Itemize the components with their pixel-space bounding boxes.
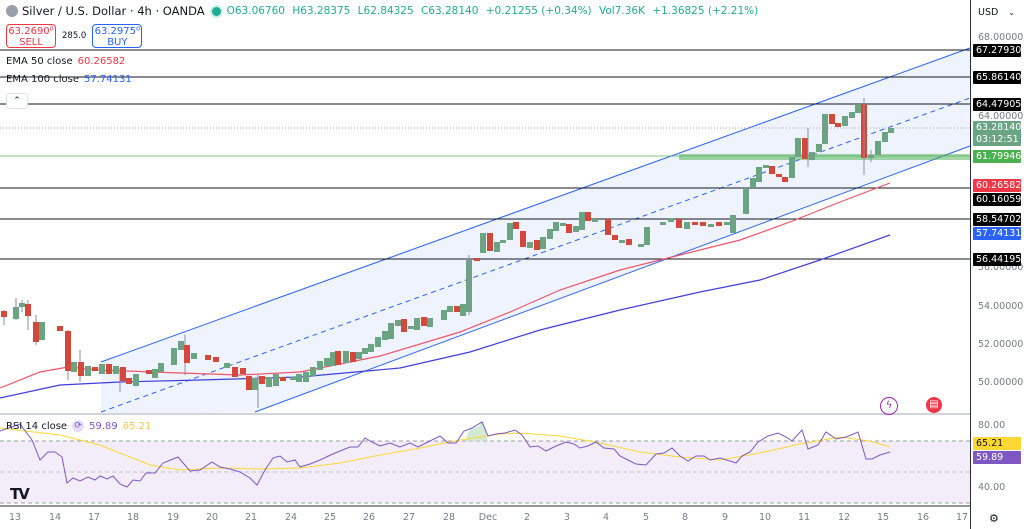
level-label: 58.54702 [973, 213, 1021, 226]
open-value: O63.06760 [226, 5, 285, 17]
collapse-legend-button[interactable]: ⌃ [6, 93, 28, 109]
chart-settings-gear-icon[interactable]: ⚙ [989, 512, 999, 525]
ema100-value: 57.74131 [84, 74, 132, 85]
time-label: 25 [323, 512, 337, 523]
buy-button[interactable]: 63.2975⁰ BUY [92, 24, 143, 48]
volume-value: Vol7.36K [599, 5, 645, 17]
last-price-label: 63.28140 [973, 121, 1021, 134]
ema50-value: 60.26582 [77, 56, 126, 67]
time-label: 2 [523, 512, 531, 523]
time-label: 28 [442, 512, 456, 523]
time-label: 24 [284, 512, 298, 523]
time-label: 12 [837, 512, 851, 523]
trade-panel: 63.2690⁰ SELL 285.0 63.2975⁰ BUY [6, 24, 143, 48]
close-value: C63.28140 [420, 5, 479, 17]
rsi-label: RSI 14 close [6, 420, 68, 432]
time-label: 11 [797, 512, 811, 523]
time-label: 26 [362, 512, 376, 523]
time-label: 18 [126, 512, 140, 523]
time-label: 15 [876, 512, 890, 523]
time-label: Dec [478, 512, 498, 523]
market-open-status-icon [211, 6, 221, 16]
rsi-value-label: 59.89 [973, 451, 1021, 464]
buy-price: 63.2975⁰ [94, 26, 141, 37]
rsi-axis-tick: 40.00 [978, 482, 1006, 493]
level-label: 67.27930 [973, 44, 1021, 57]
level-label: 56.44195 [973, 253, 1021, 266]
bar-countdown-label: 03:12:51 [973, 133, 1021, 146]
currency-label: USD [978, 7, 999, 18]
rsi-ma-label: 65.21 [973, 437, 1021, 450]
silver-symbol-icon [6, 5, 18, 17]
time-label: 13 [8, 512, 22, 523]
tradingview-logo-icon[interactable]: TV [10, 485, 30, 503]
time-label: 5 [642, 512, 650, 523]
high-value: H63.28375 [292, 5, 351, 17]
ema100-price-label: 57.74131 [973, 227, 1021, 240]
ema50-legend[interactable]: EMA 50 close 60.26582 [6, 56, 125, 67]
chevron-down-icon: ⌄ [1008, 8, 1015, 17]
time-label: 9 [721, 512, 729, 523]
time-label: 4 [602, 512, 610, 523]
time-label: 21 [244, 512, 258, 523]
axis-tick: 56.00000 [978, 262, 1024, 273]
axis-tick: 68.00000 [978, 32, 1024, 43]
buy-label: BUY [107, 37, 128, 48]
volume-change-value: +1.36825 (+2.21%) [652, 5, 759, 17]
ema100-legend[interactable]: EMA 100 close 57.74131 [6, 74, 132, 85]
time-label: 8 [681, 512, 689, 523]
time-label: 19 [166, 512, 180, 523]
time-label: 17 [955, 512, 969, 523]
sell-button[interactable]: 63.2690⁰ SELL [6, 24, 56, 48]
time-label: 20 [205, 512, 219, 523]
time-label: 17 [87, 512, 101, 523]
rsi-legend[interactable]: RSI 14 close ⟳ 59.89 65.21 [6, 420, 151, 432]
axis-tick: 50.00000 [978, 377, 1024, 388]
currency-selector[interactable]: USD ⌄ [975, 5, 1017, 21]
time-label: 14 [48, 512, 62, 523]
sell-price: 63.2690⁰ [8, 26, 54, 37]
ema50-price-label: 60.26582 [973, 179, 1021, 192]
symbol-title[interactable]: Silver / U.S. Dollar · 4h · OANDA [22, 4, 205, 18]
ema50-label: EMA 50 close [6, 56, 73, 67]
chart-header: Silver / U.S. Dollar · 4h · OANDA O63.06… [0, 0, 970, 22]
time-label: 27 [402, 512, 416, 523]
axis-tick: 54.00000 [978, 301, 1024, 312]
us-flag-event-icon[interactable]: ▤ [926, 397, 942, 413]
low-value: L62.84325 [357, 5, 414, 17]
level-label: 64.47905 [973, 98, 1021, 111]
spread-value: 285.0 [62, 31, 87, 41]
rsi-axis-tick: 80.00 [978, 420, 1006, 431]
lightning-event-icon[interactable]: ϟ [880, 397, 898, 415]
time-label: 16 [916, 512, 930, 523]
sell-label: SELL [19, 37, 43, 48]
axis-tick: 64.00000 [978, 111, 1024, 122]
time-label: 3 [563, 512, 571, 523]
change-value: +0.21255 (+0.34%) [485, 5, 592, 17]
level-label: 65.86140 [973, 71, 1021, 84]
rsi-ma-value: 65.21 [122, 420, 152, 432]
support-level-label: 61.79946 [973, 150, 1021, 163]
time-label: 10 [758, 512, 772, 523]
ohlc-values: O63.06760 H63.28375 L62.84325 C63.28140 … [227, 5, 763, 17]
rsi-value: 59.89 [89, 420, 118, 432]
axis-tick: 52.00000 [978, 339, 1024, 350]
rsi-sync-icon[interactable]: ⟳ [72, 420, 85, 432]
level-label: 60.16059 [973, 193, 1021, 206]
ema100-label: EMA 100 close [6, 74, 79, 85]
